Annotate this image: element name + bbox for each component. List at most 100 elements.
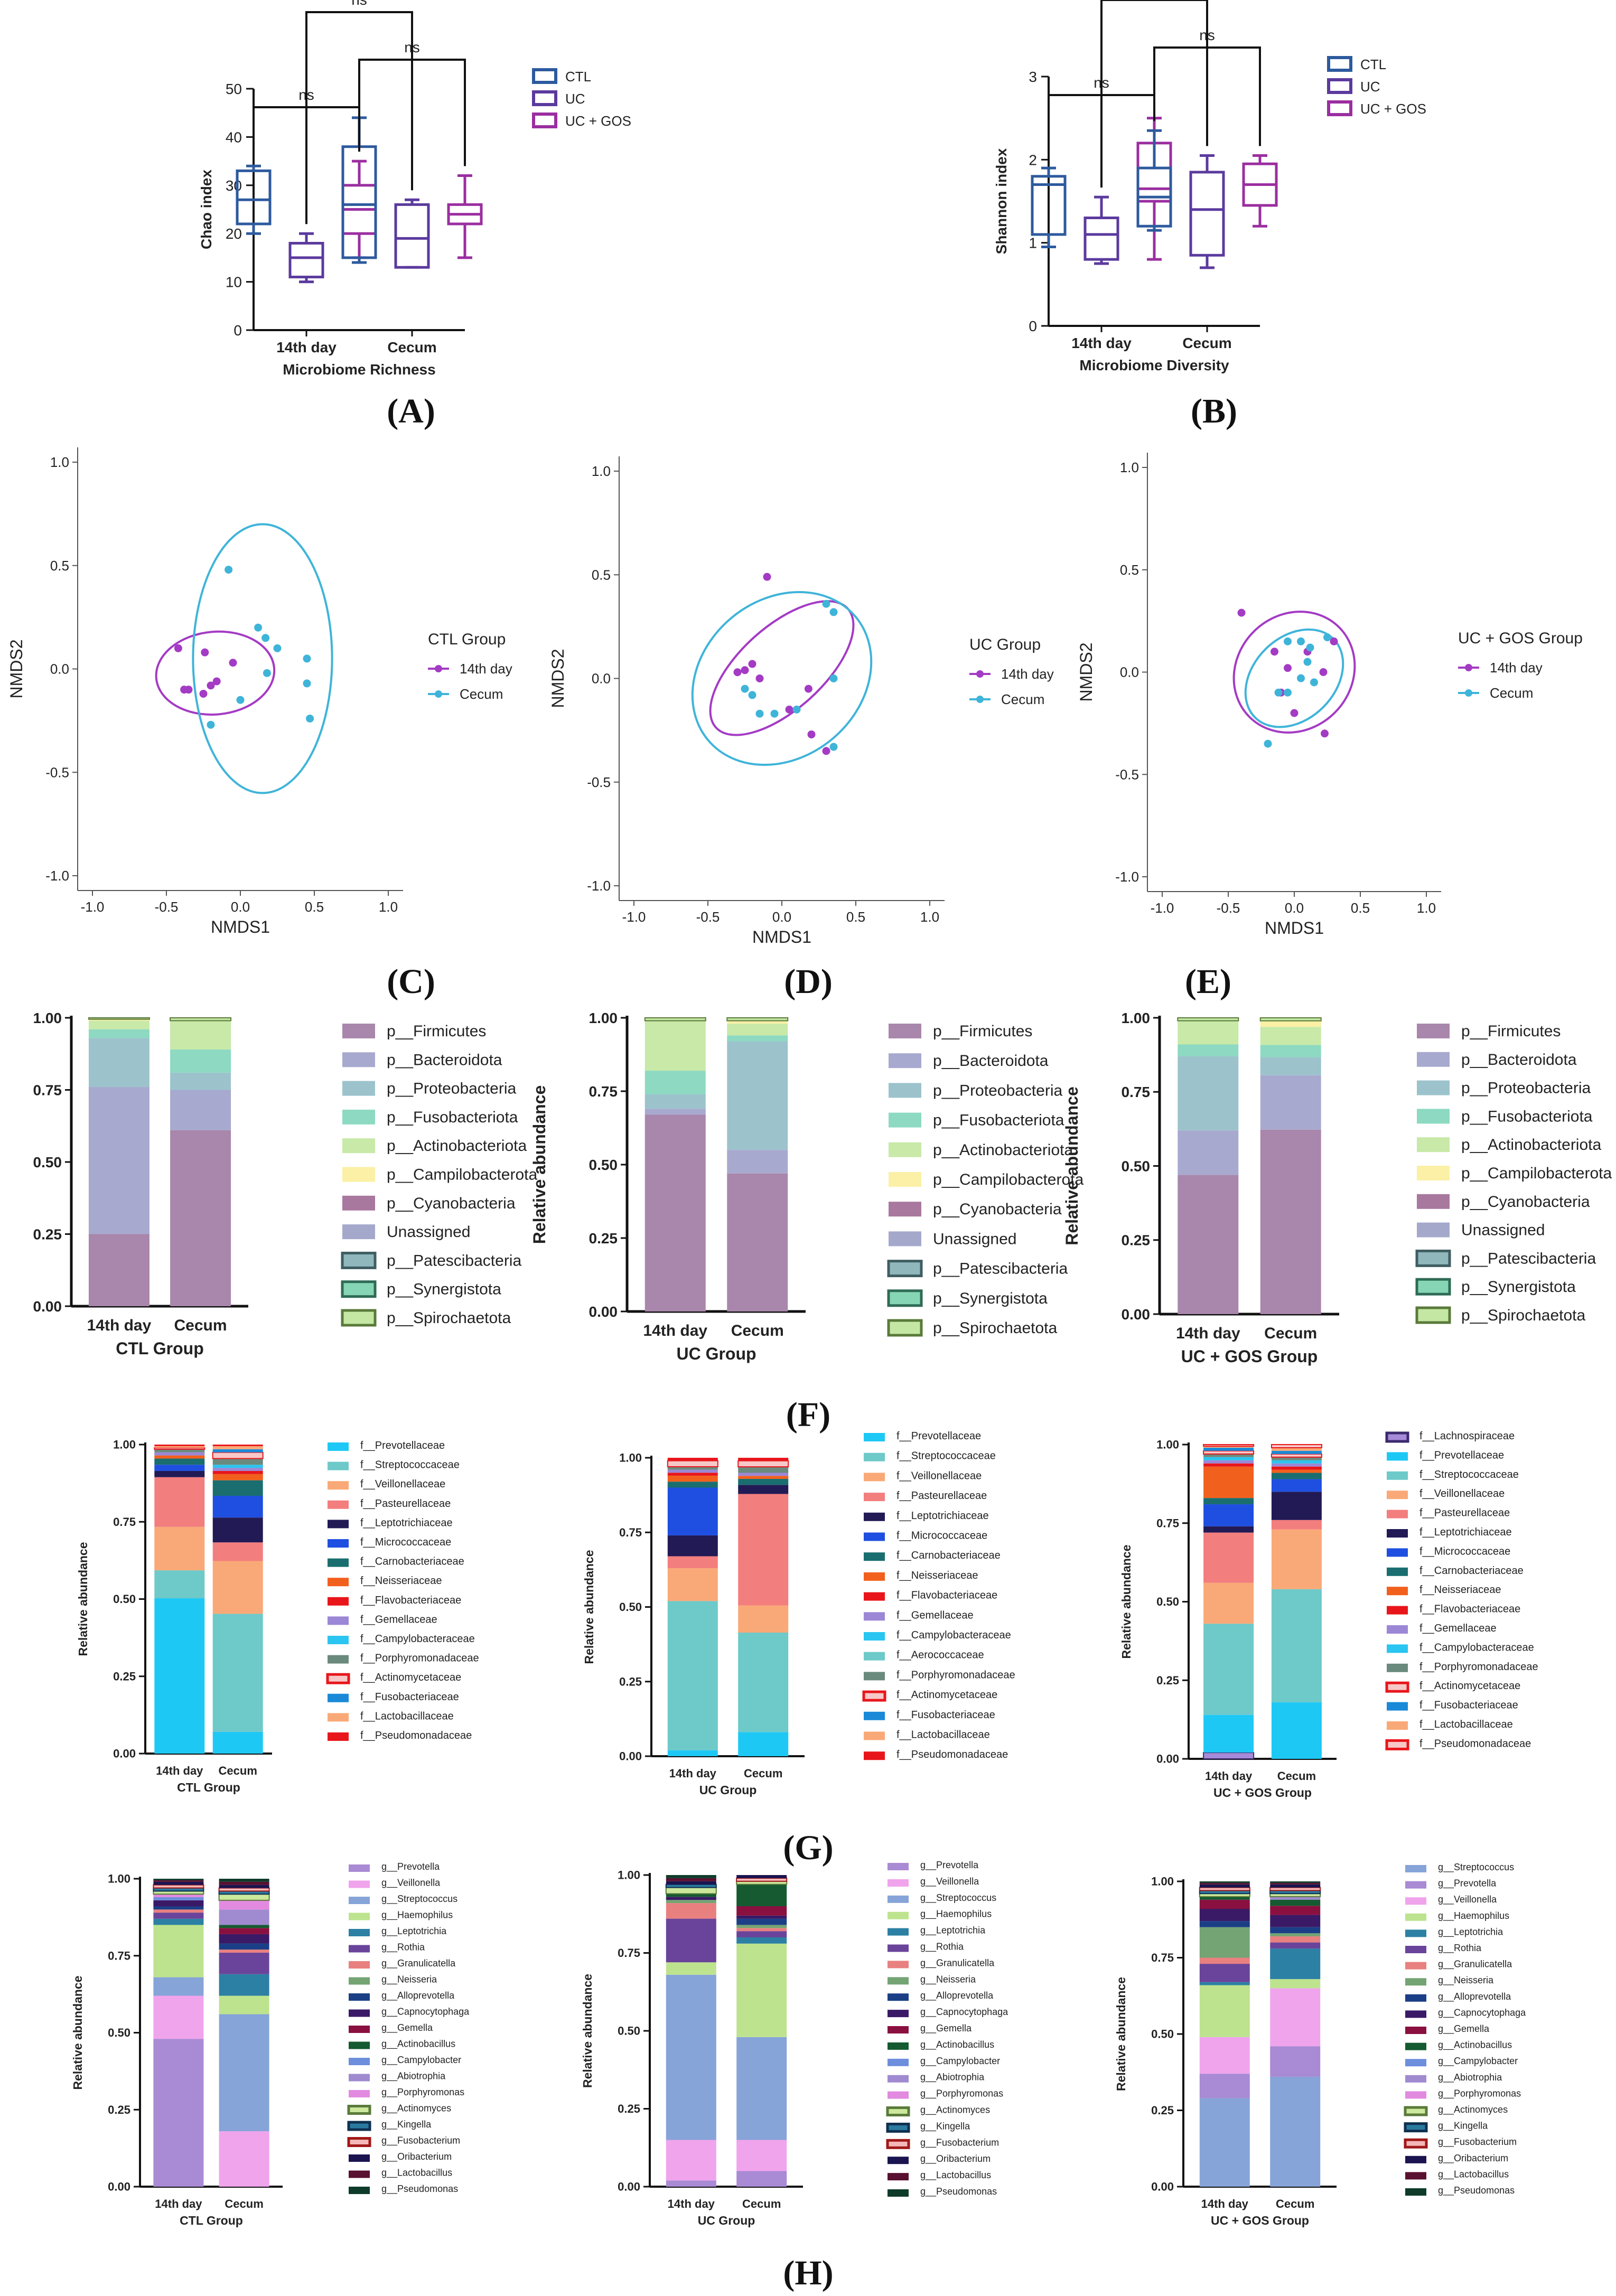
legend-label: f__Leptotrichiaceae <box>1419 1526 1512 1538</box>
data-point <box>306 714 314 723</box>
legend-label: g__Granulicatella <box>381 1958 456 1969</box>
legend-swatch <box>349 2170 370 2178</box>
legend-label: 14th day <box>1490 660 1543 676</box>
legend-swatch <box>864 1612 885 1621</box>
stacked-bar-chart-g3: 0.00 0.25 0.50 0.75 1.00 Relative abundance 14… <box>1119 1430 1538 1800</box>
bar-segment <box>736 1906 787 1916</box>
y-tick-label: 1.0 <box>592 463 611 479</box>
bar-segment <box>1271 1479 1322 1492</box>
bar-segment <box>738 1605 789 1633</box>
y-tick-label: -1.0 <box>587 878 611 894</box>
legend-swatch <box>1387 1606 1408 1615</box>
y-tick-label: 0 <box>233 322 242 339</box>
y-tick-label: 1.00 <box>618 1869 640 1882</box>
legend-swatch <box>349 1945 370 1953</box>
bar-segment <box>736 1937 787 1944</box>
legend-marker <box>435 665 442 672</box>
legend-swatch <box>342 1109 375 1124</box>
legend-label: f__Micrococcaceae <box>1419 1545 1510 1557</box>
legend-swatch <box>1417 1194 1450 1209</box>
legend-label: g__Oribacterium <box>381 2151 452 2162</box>
bar-segment <box>1203 1714 1254 1753</box>
x-axis-title: UC + GOS Group <box>1181 1347 1318 1366</box>
data-point <box>748 691 756 699</box>
y-tick-label: 0.00 <box>108 2180 130 2194</box>
legend-label: g__Neisseria <box>381 1974 437 1985</box>
y-tick-label: 10 <box>226 274 242 290</box>
legend-label: g__Campylobacter <box>1438 2056 1518 2067</box>
bar-segment <box>738 1732 789 1756</box>
x-axis-title: NMDS1 <box>1265 919 1324 938</box>
legend-label: f__Campylobacteraceae <box>360 1633 475 1645</box>
legend-label: g__Leptotrichia <box>920 1925 986 1936</box>
bar-segment <box>1271 1447 1322 1451</box>
legend-label: g__Neisseria <box>920 1974 976 1985</box>
bar-segment <box>1270 1942 1321 1949</box>
box-rect <box>288 241 324 278</box>
x-tick-label: -1.0 <box>622 909 646 925</box>
legend-label: f__Micrococcaceae <box>896 1530 987 1542</box>
y-tick-label: 0.50 <box>619 1600 642 1614</box>
bar-segment <box>1203 1498 1254 1505</box>
bar-segment <box>666 1903 716 1919</box>
legend-swatch <box>864 1592 885 1601</box>
legend-label: Unassigned <box>933 1230 1016 1248</box>
data-point <box>763 573 771 581</box>
bar-segment <box>1260 1075 1321 1130</box>
y-axis-title: Relative abundance <box>1062 1086 1081 1245</box>
legend-label: g__Actinomyces <box>1438 2104 1508 2115</box>
y-tick-label: 0.25 <box>108 2103 130 2116</box>
x-axis-title: CTL Group <box>180 2214 243 2227</box>
bar-segment <box>644 1109 706 1115</box>
x-tick-label: 1.0 <box>1417 900 1436 916</box>
legend-label: g__Neisseria <box>1438 1975 1494 1986</box>
y-tick-label: 0.00 <box>619 1750 642 1763</box>
bar-segment <box>88 1087 150 1234</box>
legend-swatch <box>1387 1471 1408 1480</box>
y-tick-label: 0.50 <box>33 1154 62 1170</box>
legend-swatch <box>1405 1962 1426 1970</box>
x-tick-label: -0.5 <box>1217 900 1240 916</box>
legend-label: f__Porphyromonadaceae <box>360 1653 479 1664</box>
legend-swatch <box>1387 1510 1408 1519</box>
bar-segment <box>1260 1045 1321 1057</box>
bar-segment <box>1271 1529 1322 1589</box>
bar-segment <box>153 1913 204 1919</box>
bar-segment <box>219 1934 269 1944</box>
legend-swatch <box>1387 1491 1408 1500</box>
bar-segment <box>736 1915 787 1919</box>
legend-label: g__Streptococcus <box>1438 1862 1514 1873</box>
bar-segment <box>644 1071 706 1094</box>
legend-swatch <box>342 1138 375 1154</box>
y-tick-label: 0.25 <box>589 1230 618 1247</box>
legend-swatch <box>342 1024 375 1038</box>
legend-label: g__Actinobacillus <box>381 2039 455 2050</box>
bar-segment <box>170 1130 231 1306</box>
legend-label: f__Carnobacteriaceae <box>1419 1565 1524 1577</box>
bar-segment <box>736 2037 787 2140</box>
legend-label: p__Spirochaetota <box>387 1309 511 1327</box>
legend-label: g__Actinobacillus <box>920 2039 994 2050</box>
bar-segment <box>154 1570 205 1599</box>
legend-label: f__Neisseriaceae <box>896 1570 978 1581</box>
box-uc-1 <box>394 198 430 269</box>
bar-segment <box>667 1475 718 1482</box>
x-tick-label: 14th day <box>1205 1769 1253 1783</box>
legend-swatch <box>888 1928 909 1936</box>
bar-segment <box>1203 1444 1255 1447</box>
legend-label: p__Cyanobacteria <box>1461 1193 1590 1211</box>
box-rect <box>1189 171 1225 257</box>
y-tick-label: 0.00 <box>1156 1753 1179 1766</box>
x-tick-label: 1.0 <box>379 899 398 915</box>
bar-segment <box>1270 1948 1321 1979</box>
bar-segment <box>212 1446 263 1449</box>
bar-segment <box>1271 1463 1322 1467</box>
nmds-chart-c: -1.0 -1.0 -0.5 -0.5 0.0 0.0 0.5 0.5 1.0 1.0 NMDS1 N… <box>7 447 512 936</box>
bar-segment <box>667 1487 718 1535</box>
y-axis-title: Relative abundance <box>581 1974 594 2088</box>
data-point <box>829 608 838 616</box>
legend-swatch <box>328 1481 349 1490</box>
bar-segment <box>1271 1589 1322 1702</box>
legend-swatch <box>1327 56 1352 72</box>
x-tick-label: 14th day <box>668 2197 715 2210</box>
